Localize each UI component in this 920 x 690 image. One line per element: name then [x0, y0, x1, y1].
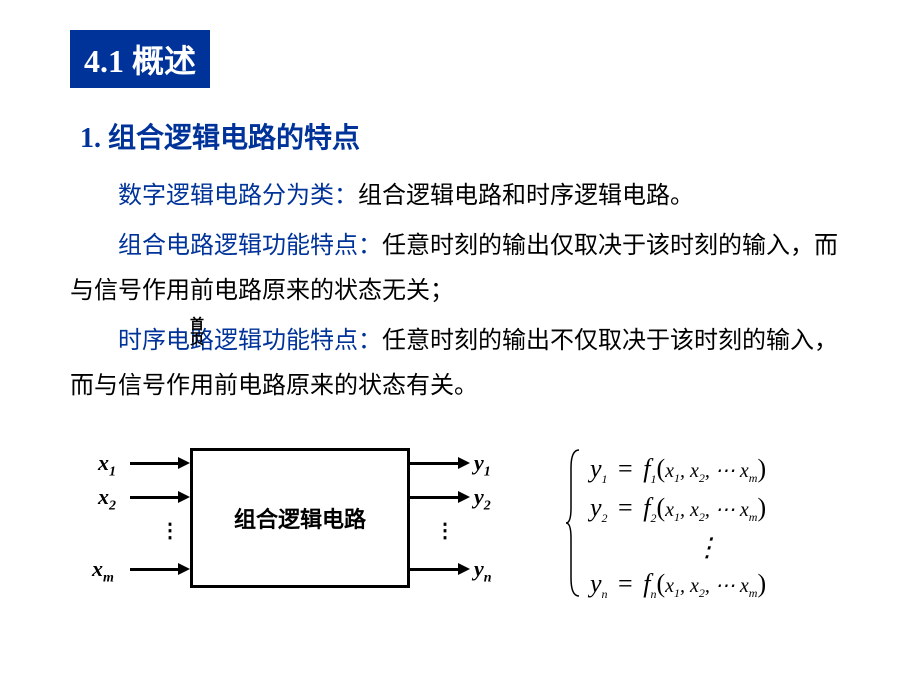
arrow-y1-head	[458, 457, 470, 469]
paragraph-2: 组合电路逻辑功能特点：任意时刻的输出仅取决于该时刻的输入，而与信号作用前电路原来…	[70, 224, 850, 313]
arrow-x2-head	[178, 491, 190, 503]
input-xm: xm	[92, 556, 114, 586]
equation-system: y1 = f1(x1, x2, ⋯ xm) y2 = f2(x1, x2, ⋯ …	[560, 448, 766, 608]
paragraph-1: 数字逻辑电路分为类：组合逻辑电路和时序逻辑电路。	[70, 174, 850, 218]
paragraph-3: 时序电路逻辑功能特点：任意时刻的输出不仅取决于该时刻的输入，而与信号作用前电路原…	[70, 319, 850, 408]
input-vdots: ⋮	[160, 526, 180, 536]
eqn-args: x1, x2, ⋯ xm	[665, 575, 757, 597]
p2-lead: 组合电路逻辑功能特点：	[118, 233, 382, 259]
eq2-args: x1, x2, ⋯ xm	[665, 499, 757, 521]
left-brace-icon	[565, 448, 583, 598]
equation-1: y1 = f1(x1, x2, ⋯ xm)	[590, 454, 766, 487]
arrow-x1-line	[130, 462, 180, 465]
arrow-y1-line	[410, 462, 460, 465]
lower-section: 组合逻辑电路 x1 x2 ⋮ xm y1 y2 ⋮ yn y1 = f1(x1,…	[70, 438, 850, 618]
equation-2: y2 = f2(x1, x2, ⋯ xm)	[590, 493, 766, 526]
arrow-x1-head	[178, 457, 190, 469]
output-yn: yn	[474, 556, 492, 586]
p1-lead: 数字逻辑电路分为类：	[118, 183, 358, 209]
output-y1: y1	[474, 450, 491, 480]
arrow-x2-line	[130, 496, 180, 499]
overlay-text: 首 页	[190, 318, 204, 349]
equation-vdots: ⋮	[650, 533, 766, 563]
block-diagram: 组合逻辑电路 x1 x2 ⋮ xm y1 y2 ⋮ yn	[70, 438, 520, 618]
arrow-y2-line	[410, 496, 460, 499]
output-y2: y2	[474, 484, 491, 514]
arrow-xm-head	[178, 563, 190, 575]
output-vdots: ⋮	[435, 526, 455, 536]
logic-box: 组合逻辑电路	[190, 448, 410, 588]
equation-n: yn = fn(x1, x2, ⋯ xm)	[590, 569, 766, 602]
subtitle: 1. 组合逻辑电路的特点	[80, 116, 850, 156]
input-x1: x1	[98, 450, 116, 480]
section-header: 4.1 概述	[70, 30, 210, 88]
p3-lead: 时序电路逻辑功能特点：	[118, 328, 382, 354]
arrow-yn-head	[458, 563, 470, 575]
input-x2: x2	[98, 484, 116, 514]
arrow-xm-line	[130, 568, 180, 571]
eq1-args: x1, x2, ⋯ xm	[665, 460, 757, 482]
arrow-yn-line	[410, 568, 460, 571]
p1-rest: 组合逻辑电路和时序逻辑电路。	[358, 183, 694, 209]
arrow-y2-head	[458, 491, 470, 503]
